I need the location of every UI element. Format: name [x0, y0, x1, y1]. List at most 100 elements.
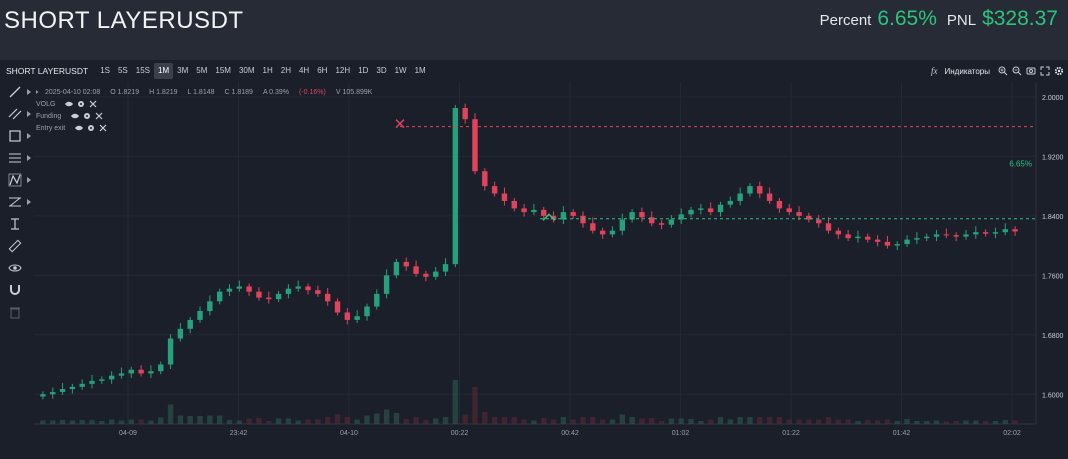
page-title: SHORT LAYERUSDT	[4, 7, 244, 34]
svg-text:fx: fx	[931, 66, 938, 76]
tf-button[interactable]: 6H	[317, 66, 328, 75]
tf-button[interactable]: 2H	[280, 66, 291, 75]
magnet-icon[interactable]	[8, 283, 22, 297]
x-tick-label: 04-10	[340, 430, 358, 437]
pnl-percent-label: 6.65%	[1009, 160, 1032, 169]
gann-icon[interactable]	[8, 195, 22, 209]
candle-body	[374, 293, 380, 307]
close-icon[interactable]	[99, 124, 107, 132]
candle-body	[246, 286, 252, 292]
tf-button[interactable]: 15S	[135, 66, 151, 75]
legend-change: (-0.16%)	[299, 88, 326, 96]
screenshot-icon[interactable]	[1026, 66, 1036, 76]
eye-icon[interactable]	[71, 112, 80, 120]
zoom-out-icon[interactable]	[1012, 66, 1022, 76]
chevron-right-icon[interactable]	[27, 133, 31, 139]
gear-icon[interactable]	[83, 112, 91, 120]
tf-button[interactable]: 5S	[117, 66, 128, 75]
fib-icon[interactable]	[8, 151, 22, 165]
chevron-right-icon[interactable]	[27, 199, 31, 205]
zoom-in-icon[interactable]	[998, 66, 1008, 76]
eye-icon[interactable]	[8, 261, 22, 275]
tf-button[interactable]: 1H	[262, 66, 273, 75]
chevron-right-icon[interactable]	[27, 177, 31, 183]
trash-icon[interactable]	[8, 305, 22, 319]
volume-bar	[541, 418, 547, 424]
chevron-right-icon[interactable]	[27, 111, 31, 117]
text-cursor-icon[interactable]	[8, 217, 22, 231]
volume-bar	[285, 418, 292, 424]
indicator-row: Entry exit	[36, 122, 378, 134]
gear-icon[interactable]	[1054, 66, 1064, 76]
volume-bar	[236, 420, 243, 424]
y-tick-label: 1.7600	[1042, 273, 1064, 280]
parallel-lines-icon[interactable]	[8, 107, 22, 121]
candle-body	[393, 261, 400, 276]
volume-bar	[442, 417, 449, 424]
ruler-icon[interactable]	[8, 239, 22, 253]
rectangle-icon[interactable]	[8, 129, 22, 143]
candle-body	[462, 108, 468, 120]
candle-body	[59, 389, 66, 393]
volume-bar	[943, 421, 950, 424]
tf-button[interactable]: 1M	[414, 66, 426, 75]
volume-bar	[324, 417, 331, 424]
gear-icon[interactable]	[77, 100, 85, 108]
indicators-button[interactable]: Индикаторы	[944, 66, 990, 76]
tf-button[interactable]: 1S	[100, 66, 110, 75]
tf-button[interactable]: 15M	[215, 66, 231, 75]
tf-button[interactable]: 3M	[177, 66, 189, 75]
volume-bar	[776, 417, 783, 424]
pattern-icon[interactable]	[8, 173, 22, 187]
volume-bar	[433, 418, 439, 424]
tf-button[interactable]: 12H	[335, 66, 351, 75]
tf-button[interactable]: 1W	[394, 66, 407, 75]
candle-body	[491, 186, 498, 194]
candle-body	[226, 288, 233, 292]
candle-body	[511, 200, 517, 209]
candle-body	[216, 291, 223, 302]
symbol-label[interactable]: SHORT LAYERUSDT	[6, 66, 89, 76]
x-tick-label: 00:22	[451, 430, 469, 437]
volume-bar	[678, 418, 684, 424]
chevron-right-icon[interactable]	[36, 88, 41, 96]
fx-icon[interactable]: fx	[931, 66, 941, 76]
legend-close: C 1.8189	[224, 88, 253, 96]
chevron-right-icon[interactable]	[27, 155, 31, 161]
indicator-row: VOLG	[36, 98, 378, 110]
indicator-label: Funding	[36, 112, 62, 120]
tf-button[interactable]: 1D	[358, 66, 369, 75]
candle-body	[786, 208, 792, 213]
close-icon[interactable]	[95, 112, 103, 120]
volume-bar	[462, 414, 468, 424]
gear-icon[interactable]	[87, 124, 95, 132]
tf-button[interactable]: 4H	[298, 66, 310, 75]
tf-button-active[interactable]: 1M	[154, 63, 174, 79]
trend-line-icon[interactable]	[8, 85, 22, 99]
candle-body	[992, 232, 999, 234]
tf-button[interactable]: 30M	[238, 66, 255, 75]
volume-bar	[1002, 420, 1008, 424]
fullscreen-icon[interactable]	[1040, 66, 1050, 76]
y-tick-label: 1.9200	[1042, 154, 1064, 161]
volume-bar	[668, 418, 675, 424]
candle-body	[953, 235, 959, 237]
candlestick-chart[interactable]: 2.0000 1.9200 1.8400 1.7600 1.6800 1.6000 04-0…	[0, 60, 1068, 459]
volume-bar	[629, 417, 635, 424]
candle-body	[776, 200, 783, 209]
chevron-right-icon[interactable]	[27, 89, 31, 95]
candle-body	[285, 288, 292, 294]
volume-bar	[501, 417, 508, 424]
volume-bar	[924, 421, 930, 424]
tf-button[interactable]: 3D	[376, 66, 387, 75]
eye-icon[interactable]	[65, 100, 74, 108]
tf-button[interactable]: 5M	[196, 66, 208, 75]
candle-body	[649, 217, 655, 224]
candle-body	[531, 209, 537, 213]
eye-icon[interactable]	[75, 124, 84, 132]
drawing-toolbar	[0, 82, 31, 352]
x-tick-label: 01:02	[672, 430, 690, 437]
candle-body	[177, 328, 184, 339]
close-icon[interactable]	[89, 100, 97, 108]
volume-bar	[698, 421, 704, 424]
